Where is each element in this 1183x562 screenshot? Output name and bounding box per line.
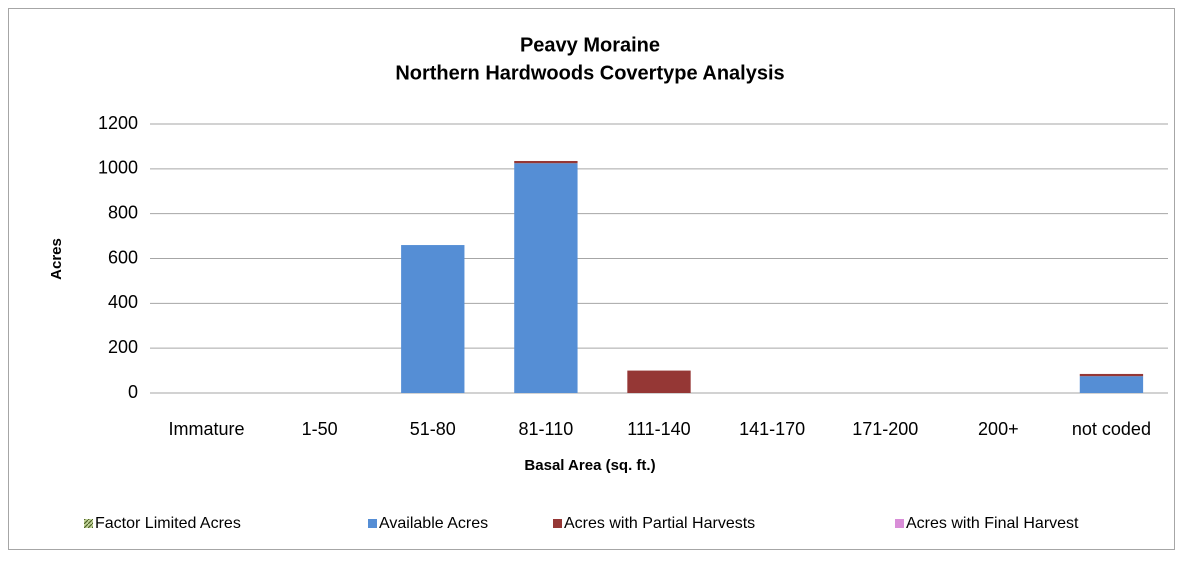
chart-title: Northern Hardwoods Covertype Analysis xyxy=(395,62,784,84)
legend-swatch xyxy=(895,519,904,528)
y-tick-label: 1200 xyxy=(98,113,138,133)
x-tick-label: Immature xyxy=(169,419,245,439)
bar-segment xyxy=(514,160,578,164)
legend-label: Available Acres xyxy=(379,515,488,532)
bar-segment xyxy=(514,163,578,393)
x-tick-label: 1-50 xyxy=(302,419,338,439)
x-tick-label: 141-170 xyxy=(739,419,805,439)
bar-segment xyxy=(1079,373,1144,377)
legend-swatch xyxy=(553,519,562,528)
legend-swatch xyxy=(368,519,377,528)
legend-swatch xyxy=(84,519,93,528)
x-tick-label: 200+ xyxy=(978,419,1019,439)
x-tick-label: 51-80 xyxy=(410,419,456,439)
y-tick-label: 0 xyxy=(128,382,138,402)
chart-border xyxy=(8,8,1175,550)
legend-label: Factor Limited Acres xyxy=(95,515,241,532)
y-tick-label: 1000 xyxy=(98,158,138,178)
y-tick-label: 400 xyxy=(108,292,138,312)
x-axis-label: Basal Area (sq. ft.) xyxy=(524,457,655,474)
bar-segment xyxy=(401,245,465,393)
x-tick-label: 171-200 xyxy=(852,419,918,439)
x-tick-label: 81-110 xyxy=(519,419,574,439)
legend-label: Acres with Final Harvest xyxy=(906,515,1079,532)
x-tick-label: not coded xyxy=(1072,419,1151,439)
y-tick-label: 600 xyxy=(108,247,138,267)
y-axis-label: Acres xyxy=(48,238,65,280)
chart-title: Peavy Moraine xyxy=(520,34,660,56)
x-tick-label: 111-140 xyxy=(627,419,690,439)
legend-label: Acres with Partial Harvests xyxy=(564,515,755,532)
bar-segment xyxy=(1079,376,1144,393)
y-tick-label: 200 xyxy=(108,337,138,357)
y-tick-label: 800 xyxy=(108,202,138,222)
bar-segment xyxy=(627,370,691,393)
